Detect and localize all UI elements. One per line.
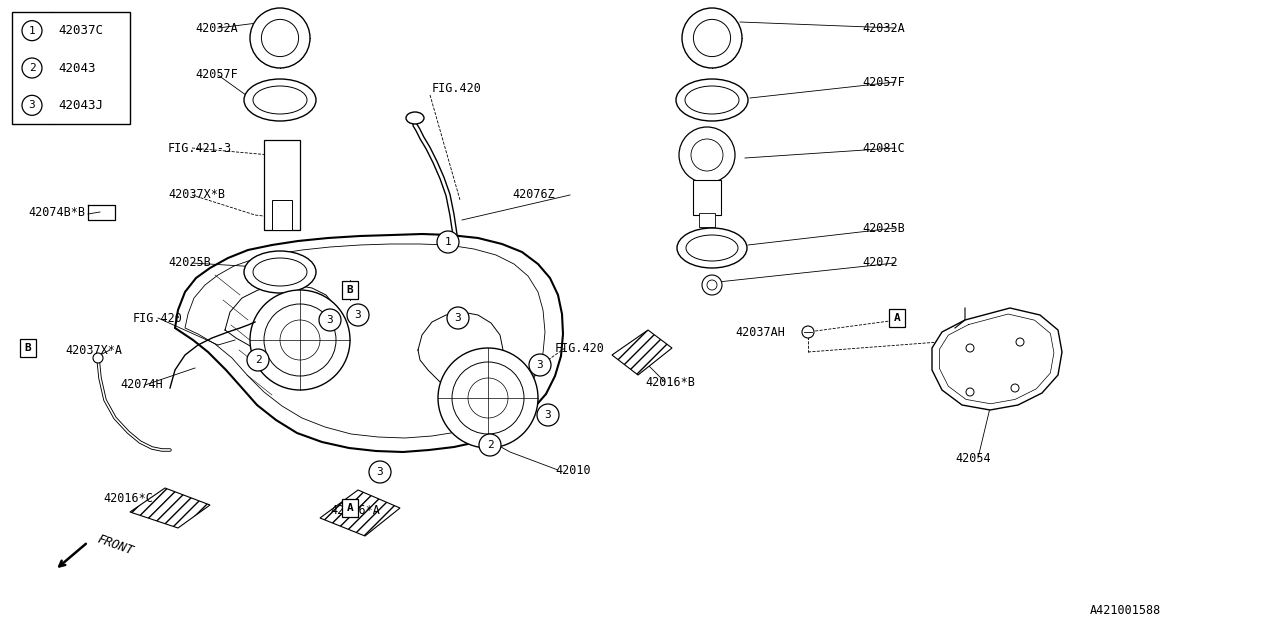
Text: 3: 3 xyxy=(454,313,461,323)
Text: FIG.420: FIG.420 xyxy=(133,312,183,324)
Circle shape xyxy=(438,348,538,448)
Circle shape xyxy=(803,326,814,338)
Text: 42043J: 42043J xyxy=(58,99,102,112)
Circle shape xyxy=(682,8,742,68)
Text: 42016*C: 42016*C xyxy=(102,492,152,504)
Text: 1: 1 xyxy=(28,26,36,36)
Text: 42010: 42010 xyxy=(556,463,590,477)
Ellipse shape xyxy=(685,86,739,114)
Text: 42025B: 42025B xyxy=(861,221,905,234)
Text: FIG.420: FIG.420 xyxy=(433,81,481,95)
Circle shape xyxy=(529,354,550,376)
Text: 2: 2 xyxy=(28,63,36,73)
Text: 42025B: 42025B xyxy=(168,257,211,269)
Bar xyxy=(342,499,358,517)
Circle shape xyxy=(1011,384,1019,392)
Circle shape xyxy=(280,320,320,360)
Bar xyxy=(12,12,131,124)
Circle shape xyxy=(1016,338,1024,346)
Text: 42057F: 42057F xyxy=(861,76,905,88)
Polygon shape xyxy=(320,490,399,536)
Text: 42076Z: 42076Z xyxy=(512,189,554,202)
Circle shape xyxy=(966,388,974,396)
Circle shape xyxy=(22,58,42,78)
Text: 3: 3 xyxy=(544,410,552,420)
Bar xyxy=(692,180,721,215)
Ellipse shape xyxy=(253,258,307,286)
Circle shape xyxy=(447,307,468,329)
Bar xyxy=(273,200,292,230)
Text: 3: 3 xyxy=(536,360,544,370)
Text: 1: 1 xyxy=(444,237,452,247)
Text: 42072: 42072 xyxy=(861,257,897,269)
Circle shape xyxy=(264,304,335,376)
Circle shape xyxy=(319,309,340,331)
Bar xyxy=(20,339,36,357)
Circle shape xyxy=(701,275,722,295)
Text: 3: 3 xyxy=(326,315,333,325)
Circle shape xyxy=(468,378,508,418)
Text: 42016*A: 42016*A xyxy=(330,504,380,516)
Circle shape xyxy=(436,231,460,253)
Text: 3: 3 xyxy=(28,100,36,110)
Circle shape xyxy=(22,20,42,41)
Circle shape xyxy=(369,461,390,483)
Text: 2: 2 xyxy=(486,440,493,450)
Text: 42037X*B: 42037X*B xyxy=(168,189,225,202)
Circle shape xyxy=(250,290,349,390)
Polygon shape xyxy=(932,308,1062,410)
Circle shape xyxy=(707,280,717,290)
Text: 42054: 42054 xyxy=(955,451,991,465)
Text: A: A xyxy=(347,503,353,513)
Text: 42037X*A: 42037X*A xyxy=(65,344,122,356)
Text: 42032A: 42032A xyxy=(861,22,905,35)
Bar xyxy=(699,213,716,227)
Text: 42016*B: 42016*B xyxy=(645,376,695,388)
Text: 42057F: 42057F xyxy=(195,68,238,81)
Circle shape xyxy=(347,304,369,326)
Text: 3: 3 xyxy=(376,467,384,477)
Ellipse shape xyxy=(686,235,739,261)
Circle shape xyxy=(452,362,524,434)
Text: A: A xyxy=(893,313,900,323)
Circle shape xyxy=(261,19,298,56)
Text: B: B xyxy=(24,343,32,353)
Ellipse shape xyxy=(406,112,424,124)
Circle shape xyxy=(250,8,310,68)
Polygon shape xyxy=(175,234,563,452)
Text: B: B xyxy=(347,285,353,295)
Polygon shape xyxy=(612,330,672,375)
Text: 42037C: 42037C xyxy=(58,24,102,37)
Circle shape xyxy=(694,19,731,56)
Circle shape xyxy=(538,404,559,426)
Text: 42032A: 42032A xyxy=(195,22,238,35)
Text: 42074H: 42074H xyxy=(120,378,163,392)
Ellipse shape xyxy=(244,79,316,121)
Text: 42081C: 42081C xyxy=(861,141,905,154)
Ellipse shape xyxy=(677,228,748,268)
Text: A421001588: A421001588 xyxy=(1091,604,1161,616)
Circle shape xyxy=(691,139,723,171)
Text: 42037AH: 42037AH xyxy=(735,326,785,339)
Polygon shape xyxy=(131,488,210,528)
Bar xyxy=(264,140,300,230)
Ellipse shape xyxy=(676,79,748,121)
Ellipse shape xyxy=(244,251,316,293)
Circle shape xyxy=(93,353,102,363)
Ellipse shape xyxy=(253,86,307,114)
Bar xyxy=(890,309,905,327)
Text: 3: 3 xyxy=(355,310,361,320)
Circle shape xyxy=(479,434,500,456)
Text: FIG.420: FIG.420 xyxy=(556,342,605,355)
Circle shape xyxy=(966,344,974,352)
Circle shape xyxy=(678,127,735,183)
Bar xyxy=(342,281,358,299)
Text: 42074B*B: 42074B*B xyxy=(28,205,84,218)
Circle shape xyxy=(247,349,269,371)
Text: 2: 2 xyxy=(255,355,261,365)
Circle shape xyxy=(22,95,42,115)
Text: 42043: 42043 xyxy=(58,61,96,74)
Text: FRONT: FRONT xyxy=(95,532,134,557)
Text: FIG.421-3: FIG.421-3 xyxy=(168,141,232,154)
